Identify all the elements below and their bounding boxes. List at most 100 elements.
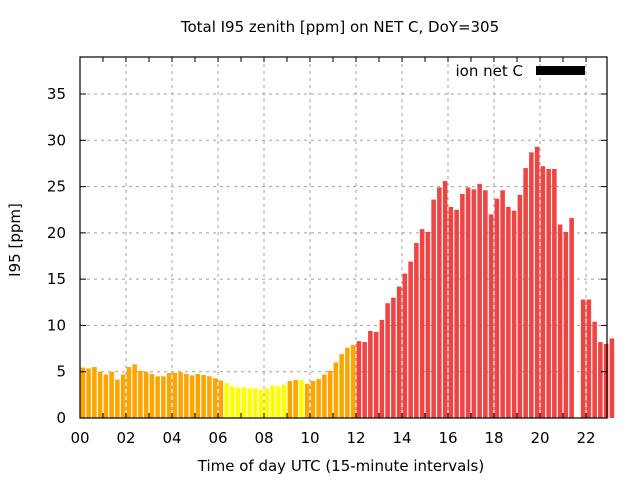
bar: [293, 380, 298, 418]
tick-labels: 0 5 10 15 20 25 30 35 00 02 04 06 08 10 12 14 16 18 20 22: [47, 85, 596, 447]
bar: [115, 379, 120, 418]
bar: [477, 183, 482, 418]
bar: [500, 190, 505, 418]
x-tick-label: 14: [392, 429, 411, 447]
bar: [276, 386, 281, 418]
bar: [172, 372, 178, 418]
bar: [425, 231, 431, 418]
x-tick-label: 20: [530, 429, 549, 447]
bar: [92, 367, 97, 418]
bar: [603, 343, 609, 418]
x-tick-label: 18: [484, 429, 503, 447]
bar: [281, 384, 287, 418]
legend: ion net C: [456, 62, 585, 80]
bar: [557, 224, 563, 418]
y-tick-label: 20: [47, 224, 66, 242]
bar: [345, 347, 350, 418]
axes: [79, 56, 608, 419]
bar: [178, 372, 183, 418]
y-tick-label: 15: [47, 270, 66, 288]
x-tick-label: 08: [254, 429, 273, 447]
bar: [379, 319, 385, 418]
y-tick-label: 0: [56, 409, 66, 427]
y-tick-label: 10: [47, 316, 66, 334]
bar: [460, 193, 465, 418]
bar: [253, 388, 258, 418]
bar: [230, 386, 235, 418]
bar: [247, 388, 252, 418]
bar: [454, 209, 459, 418]
bar: [609, 338, 615, 418]
bar: [235, 387, 241, 418]
y-tick-label: 30: [47, 131, 66, 149]
bar: [201, 374, 206, 418]
bars: [80, 146, 615, 419]
x-tick-label: 04: [162, 429, 181, 447]
y-tick-label: 35: [47, 85, 66, 103]
bar: [327, 370, 333, 418]
bar: [212, 378, 218, 418]
bar: [483, 190, 488, 418]
chart-title: Total I95 zenith [ppm] on NET C, DoY=305: [180, 18, 499, 36]
y-tick-label: 25: [47, 178, 66, 196]
bar: [166, 373, 172, 418]
bar: [471, 189, 477, 418]
bar: [184, 374, 189, 418]
bar: [598, 342, 603, 418]
bar: [264, 388, 270, 418]
bar: [80, 367, 86, 418]
y-tick-label: 5: [56, 363, 66, 381]
bar: [143, 371, 149, 418]
bar: [523, 168, 528, 418]
bar: [189, 375, 195, 418]
bar: [132, 364, 137, 418]
bar: [138, 370, 143, 418]
x-tick-label: 22: [576, 429, 595, 447]
x-tick-label: 02: [116, 429, 135, 447]
bar: [402, 273, 408, 418]
bar: [465, 187, 471, 418]
legend-label: ion net C: [456, 62, 523, 80]
bar: [362, 342, 367, 418]
bar: [592, 321, 597, 418]
bar: [86, 368, 91, 418]
bar: [546, 169, 551, 418]
legend-swatch: [536, 66, 585, 75]
bar: [580, 299, 586, 418]
bar: [442, 181, 448, 418]
bar: [224, 382, 229, 418]
bar: [368, 330, 373, 418]
bar: [552, 169, 557, 418]
bar: [304, 383, 310, 418]
bar: [534, 146, 540, 419]
bar: [161, 376, 166, 418]
bar: [529, 152, 534, 418]
bar: [408, 261, 413, 418]
x-tick-label: 16: [438, 429, 457, 447]
bar: [126, 367, 132, 418]
x-tick-label: 06: [208, 429, 227, 447]
bar: [391, 297, 396, 418]
bar: [207, 376, 212, 418]
bar: [419, 229, 425, 418]
bar: [373, 331, 379, 418]
bar: [270, 385, 275, 418]
bar: [218, 380, 224, 418]
bar: [431, 199, 436, 418]
x-tick-label: 10: [300, 429, 319, 447]
bar: [569, 218, 574, 418]
bar: [149, 374, 155, 418]
bar: [586, 299, 592, 418]
bar: [109, 371, 114, 418]
y-axis-label: I95 [ppm]: [6, 203, 24, 277]
bar: [350, 344, 356, 418]
bar: [299, 380, 304, 418]
bar: [97, 371, 103, 418]
bar: [414, 243, 419, 418]
bar: [258, 389, 264, 418]
bar: [494, 198, 500, 418]
bar: [511, 210, 517, 418]
plot-border: [79, 56, 608, 419]
x-tick-label: 00: [70, 429, 89, 447]
